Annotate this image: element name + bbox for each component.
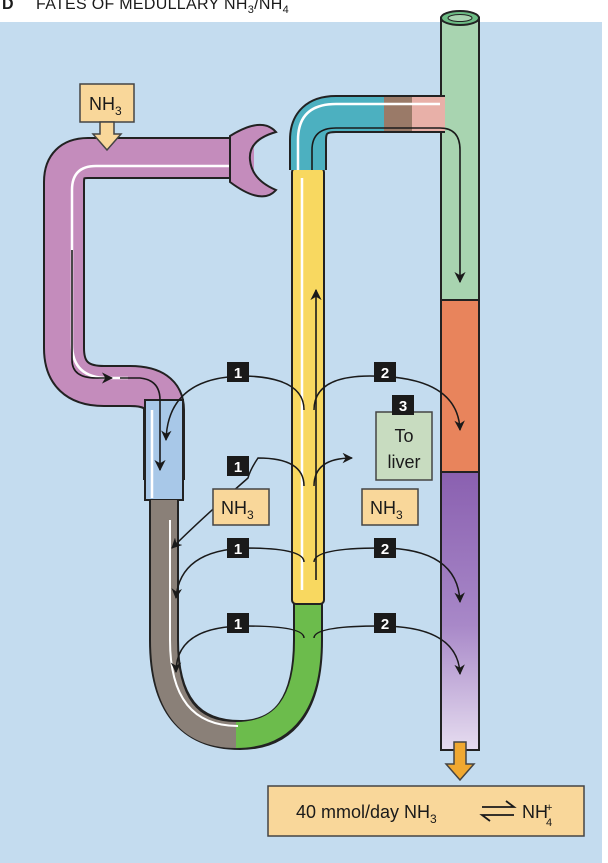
distal-tubule xyxy=(289,95,445,170)
badge-3: 3 xyxy=(392,395,414,415)
nh3-right-label: NH3 xyxy=(361,488,419,526)
to-liver-box: To liver xyxy=(375,411,433,481)
excretion-arrow xyxy=(444,741,476,782)
thin-descending-limb xyxy=(144,399,184,501)
svg-text:liver: liver xyxy=(387,452,420,472)
collecting-duct xyxy=(440,10,480,751)
svg-text:2: 2 xyxy=(381,541,389,558)
thick-ascending-limb xyxy=(291,167,325,605)
panel-letter: D xyxy=(2,0,14,13)
svg-text:2: 2 xyxy=(381,365,389,382)
badge-2-bottom: 2 xyxy=(374,613,396,633)
svg-text:1: 1 xyxy=(234,365,242,382)
svg-text:3: 3 xyxy=(399,398,407,415)
svg-text:40 mmol/day NH3: 40 mmol/day NH3 xyxy=(296,802,437,826)
svg-text:NH3: NH3 xyxy=(370,498,403,522)
badge-1-middle: 1 xyxy=(227,456,249,476)
svg-text:1: 1 xyxy=(234,616,242,633)
loop-of-henle xyxy=(149,500,323,751)
badge-1-bottom: 1 xyxy=(227,613,249,633)
svg-text:NH+4: NH+ 4 xyxy=(522,802,552,829)
badge-1-top: 1 xyxy=(227,362,249,382)
svg-text:2: 2 xyxy=(381,616,389,633)
badge-2-lower: 2 xyxy=(374,538,396,558)
excretion-box: 40 mmol/day NH3 NH+ 4 xyxy=(267,785,585,837)
svg-text:1: 1 xyxy=(234,541,242,558)
svg-text:1: 1 xyxy=(234,459,242,476)
nh3-left-label: NH3 xyxy=(212,488,270,526)
svg-text:To: To xyxy=(394,426,413,446)
badge-2-top: 2 xyxy=(374,362,396,382)
nh3-down-arrow xyxy=(91,121,123,152)
svg-text:NH3: NH3 xyxy=(221,498,254,522)
nh3-top-label: NH3 xyxy=(79,83,135,123)
flow-arrows xyxy=(71,127,466,580)
equilibrium-arrows-icon xyxy=(479,800,517,822)
badge-1-lower: 1 xyxy=(227,538,249,558)
title-text: FATES OF MEDULLARY NH3/NH4 xyxy=(36,0,289,17)
svg-text:NH3: NH3 xyxy=(89,94,122,118)
